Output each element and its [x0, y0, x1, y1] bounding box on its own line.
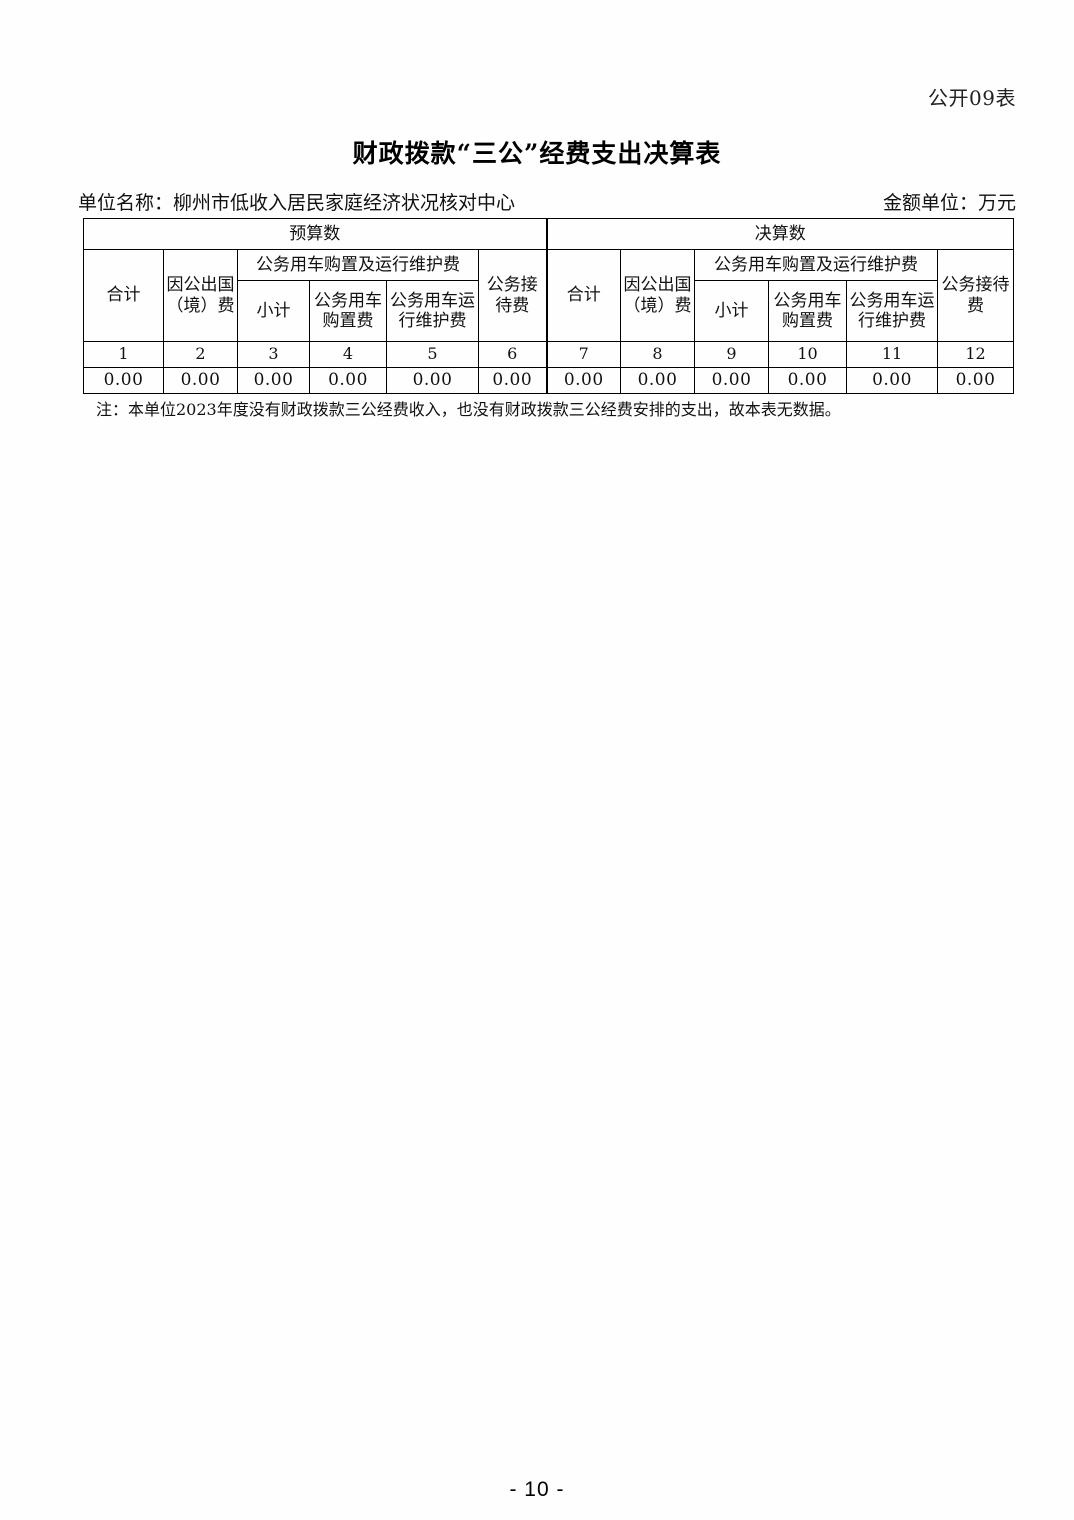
- table-header-row-2: 小计 公务用车购置费 公务用车运行维护费 小计 公务用车购置费 公务用车运行维护…: [84, 280, 1014, 342]
- group-header-final: 决算数: [545, 218, 1014, 250]
- page-title: 财政拨款“三公”经费支出决算表: [352, 139, 722, 168]
- column-number-7: 7: [545, 341, 621, 368]
- value-cell-4: 0.00: [309, 367, 387, 394]
- header-final-vehicle-purchase: 公务用车购置费: [768, 280, 847, 342]
- value-cell-9: 0.00: [694, 367, 769, 394]
- table-header-row-1: 合计 因公出国（境）费 公务用车购置及运行维护费 公务接待费 合计 因公出国（境…: [83, 249, 1014, 342]
- header-budget-total: 合计: [83, 249, 164, 342]
- table-group-row: 预算数 决算数: [83, 218, 1014, 250]
- column-number-1: 1: [83, 341, 164, 368]
- value-cell-3: 0.00: [237, 367, 310, 394]
- value-cell-6: 0.00: [478, 367, 547, 394]
- financial-table-wrapper: 预算数 决算数 合计 因公出国（境）费 公务用车购置及运行维护费 公务接待费 合…: [83, 218, 1014, 394]
- header-budget-reception: 公务接待费: [478, 249, 547, 342]
- value-cell-8: 0.00: [620, 367, 695, 394]
- column-number-10: 10: [768, 341, 847, 368]
- unit-name-label: 单位名称：柳州市低收入居民家庭经济状况核对中心: [78, 192, 516, 214]
- column-number-5: 5: [386, 341, 479, 368]
- column-number-3: 3: [237, 341, 310, 368]
- value-cell-1: 0.00: [83, 367, 164, 394]
- header-final-vehicle-group: 公务用车购置及运行维护费: [694, 249, 938, 281]
- value-cell-7: 0.00: [545, 367, 621, 394]
- value-cell-12: 0.00: [937, 367, 1014, 394]
- value-cell-5: 0.00: [386, 367, 479, 394]
- financial-table: 预算数 决算数 合计 因公出国（境）费 公务用车购置及运行维护费 公务接待费 合…: [83, 218, 1014, 394]
- column-number-12: 12: [937, 341, 1014, 368]
- group-header-budget: 预算数: [83, 218, 547, 250]
- column-number-2: 2: [163, 341, 238, 368]
- header-final-overseas: 因公出国（境）费: [620, 249, 695, 342]
- header-final-total: 合计: [545, 249, 621, 342]
- header-budget-vehicle-group: 公务用车购置及运行维护费: [237, 249, 479, 281]
- column-number-4: 4: [309, 341, 387, 368]
- header-budget-vehicle-maintenance: 公务用车运行维护费: [386, 280, 479, 342]
- header-budget-overseas: 因公出国（境）费: [163, 249, 238, 342]
- column-number-6: 6: [478, 341, 547, 368]
- table-note: 注：本单位2023年度没有财政拨款三公经费收入，也没有财政拨款三公经费安排的支出…: [96, 400, 841, 419]
- column-number-11: 11: [846, 341, 938, 368]
- header-budget-vehicle-purchase: 公务用车购置费: [309, 280, 387, 342]
- value-cell-10: 0.00: [768, 367, 847, 394]
- header-budget-vehicle-subtotal: 小计: [237, 280, 310, 342]
- header-final-vehicle-maintenance: 公务用车运行维护费: [846, 280, 938, 342]
- column-number-9: 9: [694, 341, 769, 368]
- sheet-code-label: 公开09表: [928, 86, 1016, 110]
- value-cell-11: 0.00: [846, 367, 938, 394]
- value-cell-2: 0.00: [163, 367, 238, 394]
- page-number: - 10 -: [509, 1478, 565, 1501]
- header-final-vehicle-subtotal: 小计: [694, 280, 769, 342]
- column-number-8: 8: [620, 341, 695, 368]
- table-column-number-row: 1 2 3 4 5 6 7 8 9 10 11 12: [83, 341, 1014, 368]
- amount-unit-label: 金额单位：万元: [882, 192, 1016, 214]
- table-row: 0.00 0.00 0.00 0.00 0.00 0.00 0.00 0.00 …: [83, 367, 1014, 394]
- header-final-reception: 公务接待费: [937, 249, 1014, 342]
- meta-row: 单位名称：柳州市低收入居民家庭经济状况核对中心 金额单位：万元: [78, 187, 1016, 215]
